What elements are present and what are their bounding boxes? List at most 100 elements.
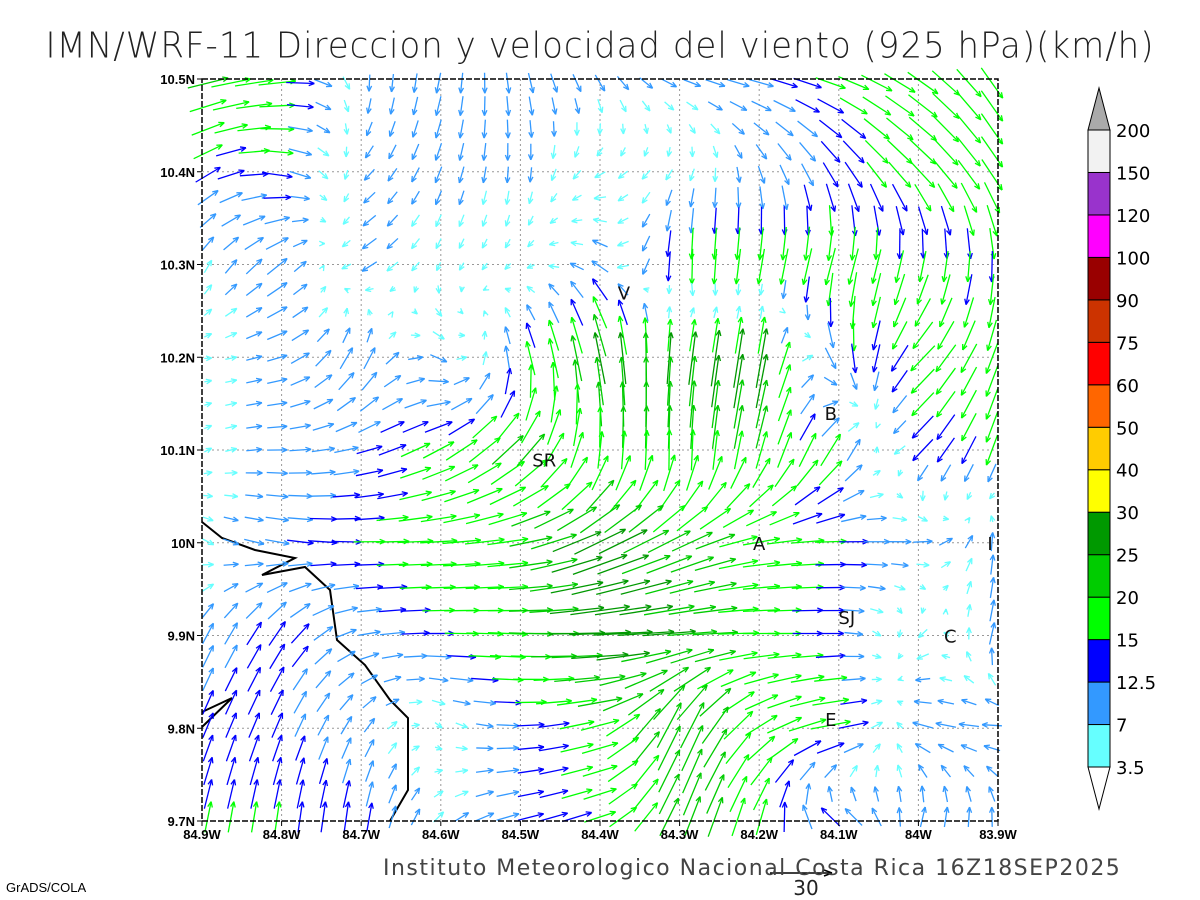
wind-arrow bbox=[849, 401, 859, 407]
wind-arrow-head bbox=[885, 85, 893, 92]
wind-arrow bbox=[267, 400, 288, 407]
wind-arrow-head bbox=[343, 195, 350, 203]
wind-arrow-head bbox=[642, 317, 649, 324]
wind-arrow bbox=[261, 171, 293, 180]
wind-arrow-shaft bbox=[711, 405, 719, 449]
wind-arrow-head bbox=[481, 87, 488, 94]
wind-arrow bbox=[671, 531, 713, 552]
wind-arrow-head bbox=[551, 108, 558, 115]
wind-arrow-head bbox=[988, 647, 995, 654]
wind-arrow bbox=[202, 538, 215, 546]
wind-arrow-head bbox=[883, 133, 890, 140]
wind-arrow-head bbox=[745, 732, 752, 739]
wind-arrow-head bbox=[641, 245, 648, 252]
wind-arrow-shaft bbox=[413, 73, 418, 93]
wind-arrow-head bbox=[609, 810, 617, 817]
wind-arrow-head bbox=[306, 127, 313, 133]
wind-arrow bbox=[547, 338, 559, 379]
wind-arrow-head bbox=[254, 712, 260, 719]
wind-arrow-shaft bbox=[271, 712, 284, 738]
wind-arrow-shaft bbox=[689, 319, 696, 352]
wind-arrow bbox=[863, 118, 890, 140]
wind-arrow-shaft bbox=[387, 191, 398, 205]
wind-arrow-head bbox=[303, 195, 310, 202]
wind-arrow bbox=[935, 367, 956, 395]
wind-arrow-head bbox=[278, 666, 285, 674]
wind-arrow-head bbox=[212, 189, 219, 197]
wind-arrow-head bbox=[424, 442, 431, 449]
wind-arrow bbox=[942, 608, 949, 615]
wind-arrow bbox=[316, 124, 331, 134]
wind-arrow-head bbox=[720, 751, 726, 758]
wind-arrow-shaft bbox=[311, 471, 336, 475]
wind-arrow-shaft bbox=[841, 515, 867, 523]
wind-arrow-head bbox=[761, 153, 768, 160]
wind-arrow-shaft bbox=[551, 97, 557, 115]
wind-arrow-shaft bbox=[707, 101, 723, 111]
colorbar-segment bbox=[1087, 171, 1111, 216]
wind-arrow-head bbox=[411, 308, 418, 315]
wind-arrow bbox=[916, 653, 930, 660]
wind-arrow-head bbox=[617, 332, 624, 339]
wind-arrow-shaft bbox=[941, 274, 951, 305]
wind-arrow-head bbox=[231, 689, 238, 697]
wind-arrow-shaft bbox=[989, 577, 995, 599]
wind-arrow-shaft bbox=[559, 721, 595, 730]
wind-arrow bbox=[914, 743, 931, 754]
wind-arrow-shaft bbox=[454, 790, 469, 798]
wind-arrow bbox=[936, 390, 956, 418]
wind-arrow bbox=[246, 377, 263, 384]
wind-arrow-shaft bbox=[274, 801, 281, 833]
wind-arrow-shaft bbox=[435, 214, 442, 227]
wind-arrow-head bbox=[426, 514, 433, 521]
wind-arrow-head bbox=[675, 725, 681, 733]
wind-arrow bbox=[203, 779, 214, 809]
wind-arrow-head bbox=[220, 99, 227, 105]
wind-arrow bbox=[551, 121, 557, 137]
wind-arrow-shaft bbox=[686, 101, 699, 111]
wind-arrow-head bbox=[459, 332, 466, 339]
wind-arrow bbox=[680, 702, 705, 749]
wind-arrow bbox=[557, 506, 598, 532]
wind-arrow-head bbox=[852, 383, 858, 390]
wind-arrow-head bbox=[858, 607, 865, 614]
wind-arrow bbox=[343, 146, 350, 158]
wind-arrow-head bbox=[414, 787, 421, 794]
wind-arrow-shaft bbox=[354, 563, 385, 566]
wind-arrow bbox=[339, 694, 354, 711]
wind-arrow-head bbox=[632, 736, 640, 743]
wind-arrow-shaft bbox=[247, 667, 261, 692]
wind-arrow bbox=[387, 168, 398, 182]
wind-arrow-head bbox=[504, 241, 511, 249]
wind-arrow-head bbox=[740, 105, 748, 111]
wind-arrow-head bbox=[550, 174, 557, 182]
wind-arrow bbox=[389, 73, 395, 93]
wind-arrow-head bbox=[646, 82, 654, 89]
wind-arrow-shaft bbox=[918, 764, 928, 778]
wind-arrow-shaft bbox=[731, 797, 746, 837]
wind-arrow-shaft bbox=[223, 516, 239, 522]
wind-arrow-head bbox=[617, 299, 624, 306]
wind-arrow bbox=[332, 492, 361, 499]
wind-arrow-shaft bbox=[294, 713, 307, 737]
wind-arrow bbox=[434, 744, 443, 751]
wind-arrow bbox=[496, 789, 520, 797]
wind-arrow bbox=[454, 812, 470, 822]
wind-arrow bbox=[245, 493, 264, 500]
colorbar-label: 90 bbox=[1116, 291, 1139, 312]
wind-arrow bbox=[742, 536, 781, 546]
wind-arrow bbox=[966, 627, 972, 640]
wind-arrow-head bbox=[837, 107, 845, 114]
wind-arrow-head bbox=[871, 344, 878, 351]
wind-arrow-head bbox=[966, 604, 972, 611]
wind-arrow-shaft bbox=[404, 399, 427, 409]
wind-arrow bbox=[755, 798, 768, 836]
wind-arrow bbox=[534, 508, 574, 529]
wind-arrow bbox=[615, 455, 631, 491]
wind-arrow-shaft bbox=[217, 169, 245, 180]
wind-arrow-shaft bbox=[504, 368, 511, 395]
wind-arrow-shaft bbox=[376, 516, 409, 522]
wind-arrow-shaft bbox=[628, 504, 664, 533]
wind-arrow bbox=[342, 76, 351, 90]
wind-arrow-head bbox=[919, 785, 926, 792]
